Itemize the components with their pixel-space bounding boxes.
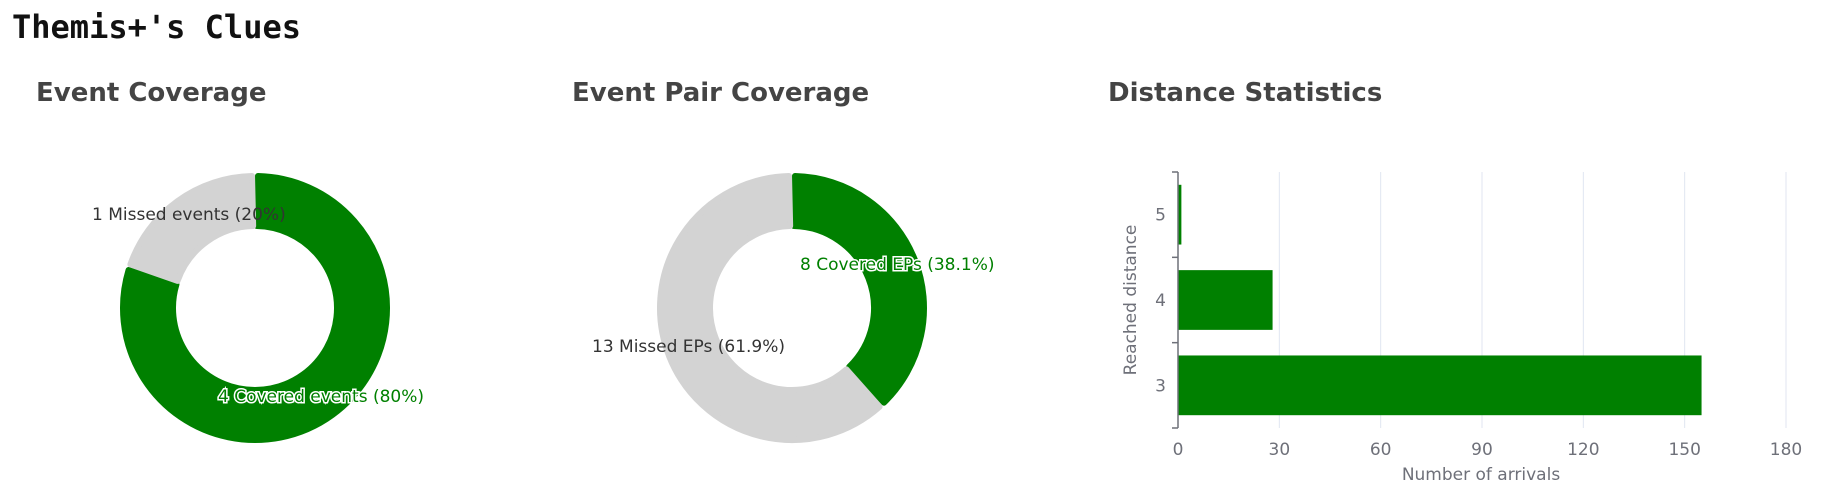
y-axis-label: Reached distance xyxy=(1121,225,1141,376)
x-tick-label: 180 xyxy=(1770,440,1802,460)
y-tick-label: 5 xyxy=(1155,206,1166,226)
event-pair-coverage-title: Event Pair Coverage xyxy=(572,78,870,108)
distance-statistics-title: Distance Statistics xyxy=(1108,78,1383,108)
x-axis-ticks: 0 30 60 90 120 150 180 xyxy=(1173,440,1803,460)
x-tick-label: 120 xyxy=(1567,440,1599,460)
y-axis-ticks: 3 4 5 xyxy=(1155,171,1178,429)
bar-distance-3[interactable] xyxy=(1178,355,1702,416)
bar-distance-5[interactable] xyxy=(1178,184,1182,245)
x-tick-label: 30 xyxy=(1269,440,1291,460)
page-title: Themis+'s Clues xyxy=(12,8,301,46)
bar-distance-4[interactable] xyxy=(1178,270,1273,330)
event-coverage-title: Event Coverage xyxy=(36,78,267,108)
x-tick-label: 90 xyxy=(1471,440,1493,460)
y-tick-label: 3 xyxy=(1155,376,1166,396)
label-covered-eps: 8 Covered EPs (38.1%) xyxy=(800,255,995,275)
x-tick-label: 0 xyxy=(1173,440,1184,460)
label-missed-events: 1 Missed events (20%) xyxy=(92,205,286,225)
bars xyxy=(1178,184,1702,416)
slice-missed-eps[interactable] xyxy=(657,173,883,443)
slice-covered-events[interactable] xyxy=(120,173,390,443)
x-tick-label: 150 xyxy=(1668,440,1700,460)
event-coverage-donut: 4 Covered events (80%) 1 Missed events (… xyxy=(92,173,426,443)
label-missed-eps: 13 Missed EPs (61.9%) xyxy=(592,337,785,357)
distance-statistics-chart: 345 0 30 60 90 120 150 180 Number of arrivals … xyxy=(1121,171,1803,485)
slice-missed-events[interactable] xyxy=(127,173,257,284)
label-covered-events: 4 Covered events (80%) xyxy=(218,387,424,407)
event-pair-coverage-donut: 8 Covered EPs (38.1%) 13 Missed EPs (61.… xyxy=(592,173,996,443)
x-axis-label: Number of arrivals xyxy=(1402,465,1561,485)
slice-covered-eps[interactable] xyxy=(790,173,927,406)
y-tick-label: 4 xyxy=(1155,291,1166,311)
x-tick-label: 60 xyxy=(1370,440,1392,460)
